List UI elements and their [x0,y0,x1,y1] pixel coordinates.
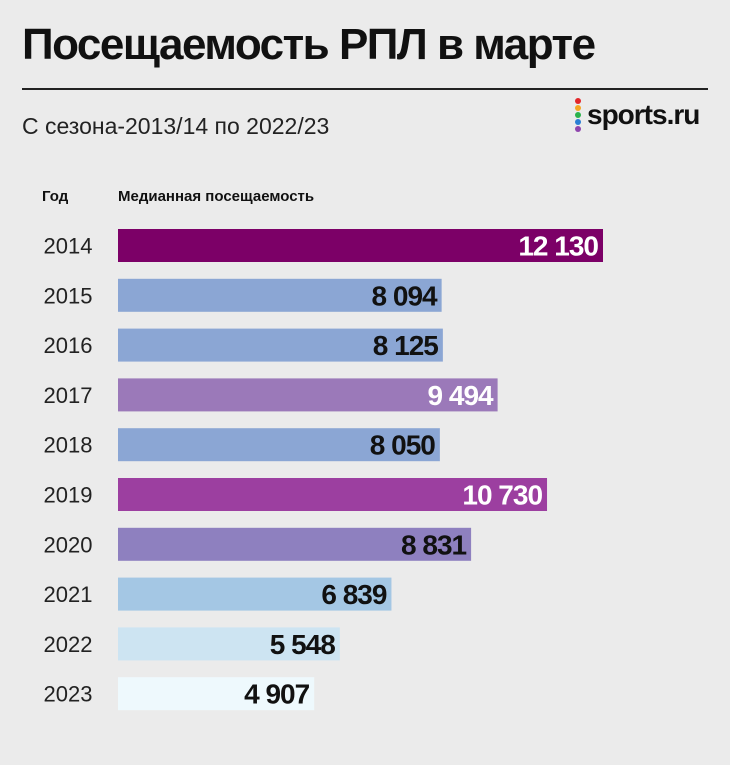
value-label: 8 831 [401,529,466,560]
logo-dot [575,98,581,104]
year-label: 2020 [44,532,93,557]
bar-2021 [118,577,392,611]
bar-2015 [118,278,442,312]
value-label: 8 050 [370,430,435,461]
value-label: 10 730 [462,480,542,511]
value-label: 5 548 [270,629,335,660]
bar-2014 [118,229,603,262]
value-label: 6 839 [321,579,386,610]
year-label: 2019 [44,483,93,508]
value-label: 8 094 [372,280,438,311]
year-column-header: Год [42,188,69,205]
year-label: 2014 [44,234,93,259]
bar-2023 [118,677,315,711]
year-label: 2016 [44,333,93,358]
value-column-header: Медианная посещаемость [118,188,315,205]
year-label: 2015 [44,283,93,308]
bar-2017 [118,378,498,412]
chart-title: Посещаемость РПЛ в марте [22,20,596,69]
sports-ru-logo: sports.ru [574,97,700,133]
bar-2020 [118,527,472,561]
logo-dot [575,105,581,111]
logo-dot [575,119,581,125]
value-label: 9 494 [428,380,494,411]
logo-dot [575,112,581,118]
chart-subtitle: С сезона-2013/14 по 2022/23 [22,113,330,139]
bar-2019 [118,478,548,511]
year-label: 2018 [44,433,93,458]
year-label: 2023 [44,682,93,707]
year-label: 2017 [44,383,93,408]
logo-dot [575,126,581,132]
logo-text: sports.ru [587,99,700,130]
bar-2018 [118,428,440,462]
bar-2022 [118,627,340,661]
logo-dots-icon [574,98,582,132]
value-label: 4 907 [244,679,309,710]
title-divider [22,88,708,90]
bar-2016 [118,328,443,362]
value-label: 12 130 [518,231,598,262]
year-label: 2021 [44,582,93,607]
year-label: 2022 [44,632,93,657]
value-label: 8 125 [373,330,438,361]
